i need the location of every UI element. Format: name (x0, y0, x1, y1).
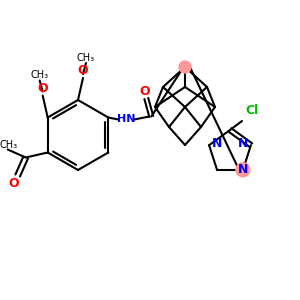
Text: O: O (38, 82, 48, 95)
Text: HN: HN (117, 115, 136, 124)
Text: O: O (78, 64, 88, 77)
Text: N: N (238, 163, 248, 176)
Text: N: N (238, 137, 248, 150)
Circle shape (236, 163, 250, 177)
Text: CH₃: CH₃ (0, 140, 18, 151)
Text: N: N (212, 137, 222, 150)
Text: Cl: Cl (245, 104, 259, 118)
Circle shape (179, 61, 191, 73)
Text: O: O (139, 85, 150, 98)
Text: CH₃: CH₃ (77, 53, 95, 63)
Text: CH₃: CH₃ (31, 70, 49, 80)
Text: O: O (8, 177, 19, 190)
